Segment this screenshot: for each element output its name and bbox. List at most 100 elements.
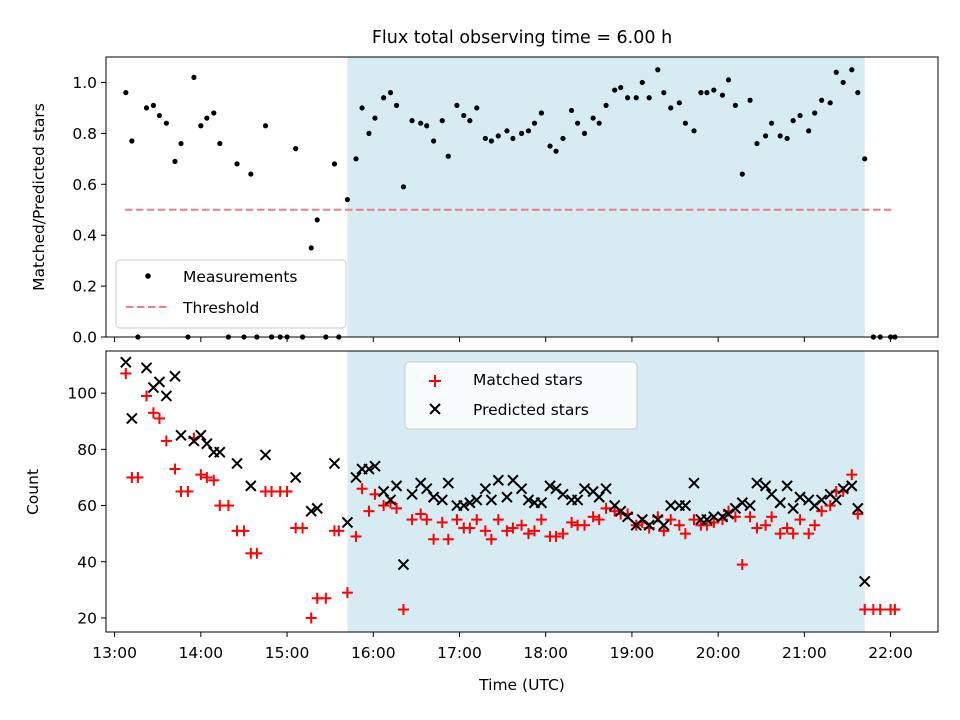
- measurement-point: [163, 120, 169, 126]
- matched-point: [442, 533, 454, 545]
- measurement-point: [359, 105, 365, 111]
- matched-point: [701, 519, 713, 531]
- measurement-point: [510, 135, 516, 142]
- matched-point: [201, 471, 213, 483]
- predicted-point: [774, 497, 786, 509]
- matched-point: [794, 514, 806, 526]
- matched-point: [744, 511, 756, 523]
- measurement-point: [531, 120, 538, 126]
- predicted-point: [571, 494, 584, 506]
- legend-matched-label: Matched stars: [473, 371, 583, 389]
- matched-point: [281, 486, 293, 497]
- counts-y-tick-label: 80: [77, 441, 97, 459]
- ratio-panel: 0.0 0.2 0.4 0.6 0.8 1.0 Matched/Predicted sta…: [30, 56, 939, 347]
- counts-legend: Matched stars Predicted stars: [404, 361, 638, 430]
- predicted-point: [259, 449, 272, 461]
- predicted-point: [815, 494, 828, 506]
- matched-point: [378, 500, 390, 512]
- ratio-y-tick-label: 0.8: [72, 125, 97, 143]
- matched-point: [320, 592, 332, 604]
- measurement-point: [123, 90, 129, 96]
- measurement-point: [590, 115, 596, 121]
- measurement-point: [538, 110, 544, 116]
- ratio-y-axis-label: Matched/Predicted stars: [30, 103, 48, 291]
- predicted-point: [160, 390, 173, 402]
- measurement-point: [754, 140, 760, 147]
- ratio-legend-frame: [115, 259, 347, 329]
- measurement-point: [156, 112, 163, 119]
- ratio-y-tick-label: 0.0: [72, 329, 97, 347]
- measurement-point: [409, 118, 415, 124]
- predicted-point: [350, 471, 362, 484]
- predicted-point: [153, 376, 166, 388]
- predicted-point: [501, 491, 513, 503]
- counts-y-axis-label: Count: [24, 469, 42, 515]
- predicted-point: [643, 519, 655, 531]
- measurement-point: [747, 97, 753, 103]
- predicted-point: [688, 477, 700, 489]
- predicted-point: [544, 480, 556, 492]
- measurement-point: [732, 102, 738, 108]
- predicted-point: [846, 480, 858, 492]
- measurement-point: [633, 95, 639, 101]
- matched-point: [507, 522, 519, 534]
- measurement-point: [353, 156, 359, 162]
- matched-point: [516, 519, 528, 531]
- matched-point: [688, 514, 700, 526]
- predicted-point: [578, 482, 591, 495]
- predicted-point: [515, 482, 528, 495]
- matched-point: [182, 486, 194, 497]
- matched-point: [889, 604, 901, 616]
- measurement-point: [547, 143, 553, 149]
- measurement-point: [581, 130, 588, 136]
- predicted-point: [837, 482, 849, 495]
- predicted-point: [479, 482, 492, 495]
- measurement-point: [691, 128, 697, 134]
- predicted-point: [765, 488, 778, 501]
- measurement-point: [504, 128, 510, 134]
- measurement-point: [646, 95, 652, 101]
- predicted-point: [701, 513, 713, 526]
- measurement-point: [819, 97, 825, 103]
- measurement-point: [372, 115, 378, 121]
- predicted-point: [245, 480, 257, 492]
- measurement-point: [784, 135, 790, 142]
- x-tick-label: 14:00: [179, 644, 224, 662]
- x-tick-label: 19:00: [610, 644, 655, 662]
- measurement-point: [711, 87, 717, 93]
- measurement-point: [262, 123, 269, 129]
- measurement-point: [129, 138, 135, 144]
- matched-point: [251, 547, 263, 559]
- ratio-y-tick-label: 1.0: [72, 74, 97, 92]
- matched-point: [297, 522, 309, 534]
- predicted-point: [781, 480, 793, 492]
- measurement-point: [217, 140, 223, 147]
- predicted-point: [535, 497, 548, 509]
- matched-point: [397, 604, 409, 616]
- measurement-point: [849, 67, 855, 73]
- predicted-point: [787, 502, 799, 515]
- matched-point: [529, 525, 541, 537]
- measurement-point: [308, 245, 314, 251]
- measurement-point: [344, 196, 351, 203]
- measurement-point: [762, 133, 769, 139]
- x-tick-label: 20:00: [696, 644, 741, 662]
- matched-point: [766, 511, 778, 523]
- measurement-point: [439, 118, 445, 124]
- predicted-point: [852, 502, 864, 515]
- matched-point: [566, 516, 578, 528]
- matched-point: [492, 514, 504, 526]
- measurement-point: [612, 87, 618, 93]
- matched-point: [421, 514, 433, 526]
- matched-point: [579, 519, 591, 531]
- measurement-point: [625, 95, 631, 101]
- measurement-point: [381, 95, 387, 101]
- measurement-point: [461, 112, 467, 119]
- predicted-point: [759, 480, 772, 492]
- matched-point: [350, 530, 362, 542]
- matched-point: [451, 514, 463, 526]
- predicted-point: [363, 463, 375, 475]
- measurement-point: [474, 105, 480, 111]
- predicted-point: [458, 499, 470, 512]
